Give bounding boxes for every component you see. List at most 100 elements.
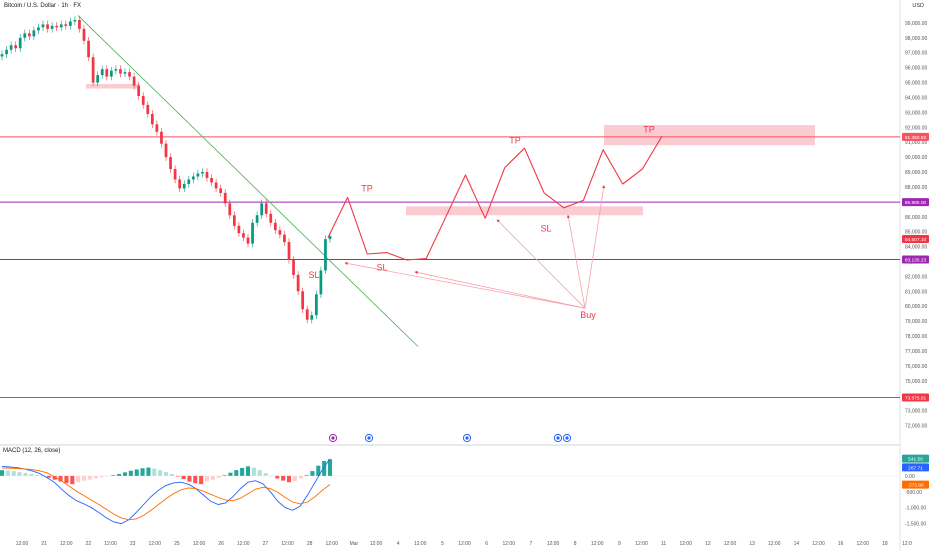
y-tick-label: 75,000.00 — [905, 379, 927, 385]
macd-histogram-bar — [251, 467, 256, 476]
x-tick-label: 4 — [397, 541, 400, 547]
event-marker-dot — [367, 436, 371, 440]
macd-histogram-bar — [257, 470, 262, 476]
x-tick-label: 12:00 — [635, 541, 648, 547]
candle-body — [14, 45, 18, 49]
macd-histogram-bar — [64, 475, 69, 484]
macd-y-tick-label: 0.00 — [905, 474, 915, 480]
x-tick-label: 25 — [174, 541, 180, 547]
macd-badge-2 — [902, 480, 929, 489]
x-tick-label: 9 — [618, 541, 621, 547]
candle-body — [242, 233, 245, 238]
macd-histogram-bar — [216, 475, 221, 478]
candle-body — [305, 309, 309, 320]
candle-body — [146, 104, 150, 114]
macd-histogram-bar — [322, 460, 327, 476]
y-tick-label: 81,000.00 — [905, 289, 927, 295]
candle-body — [237, 225, 241, 234]
candle-body — [37, 27, 40, 31]
x-tick-label: 12:0 — [902, 541, 912, 547]
macd-histogram-bar — [163, 472, 169, 476]
x-tick-label: 28 — [307, 541, 313, 547]
candle-body — [109, 70, 113, 77]
x-tick-label: 12:00 — [281, 541, 294, 547]
x-tick-label: 12:00 — [414, 541, 427, 547]
x-tick-label: 12:00 — [104, 541, 117, 547]
candle-body — [182, 183, 186, 189]
macd-histogram-bar — [158, 470, 163, 476]
macd-histogram-bar — [40, 475, 46, 477]
candle-body — [169, 157, 172, 170]
level-badge-text: 84,507.10 — [905, 237, 927, 243]
x-tick-label: 7 — [529, 541, 532, 547]
candle-body — [273, 222, 277, 231]
buy-arrow — [566, 214, 586, 309]
annotation-stop-loss: SL — [376, 262, 387, 272]
y-tick-label: 93,000.00 — [905, 110, 927, 116]
macd-histogram-bar — [245, 466, 251, 476]
macd-histogram-bar — [105, 475, 110, 477]
annotation-take-profit: TP — [643, 125, 655, 135]
candle-body — [228, 203, 232, 216]
y-tick-label: 89,000.00 — [905, 170, 927, 176]
candle-body — [205, 172, 209, 178]
macd-histogram-bar — [275, 475, 280, 479]
level-badge-text: 91,360.82 — [905, 135, 927, 141]
x-tick-label: Mar — [350, 541, 359, 547]
macd-histogram-bar — [111, 475, 116, 476]
candle-body — [201, 172, 204, 174]
candle-body — [219, 188, 223, 193]
x-tick-label: 12:00 — [458, 541, 471, 547]
x-tick-label: 5 — [441, 541, 444, 547]
macd-y-tick-label: -500.00 — [905, 490, 922, 496]
macd-badge-0 — [902, 454, 929, 463]
y-tick-label: 72,000.00 — [905, 424, 927, 430]
candle-body — [141, 95, 145, 105]
level-badge-3 — [902, 255, 929, 264]
x-tick-label: 12:00 — [547, 541, 560, 547]
macd-histogram-bar — [316, 465, 321, 476]
candle-body — [160, 131, 163, 144]
x-tick-label: 11 — [661, 541, 666, 547]
candle-body — [155, 124, 159, 132]
candle-body — [137, 85, 141, 96]
candle-body — [223, 192, 227, 204]
level-badge-text: 73,875.91 — [905, 396, 927, 402]
level-badge-2 — [902, 235, 929, 244]
candle-body — [27, 33, 31, 37]
x-tick-label: 21 — [41, 541, 47, 547]
x-tick-label: 23 — [130, 541, 136, 547]
event-marker-dot — [565, 436, 569, 440]
macd-histogram-bar — [117, 473, 122, 476]
buy-arrow — [344, 261, 586, 309]
candle-body — [119, 69, 122, 74]
macd-histogram-bar — [0, 470, 5, 476]
macd-histogram-bar — [181, 475, 186, 480]
y-tick-label: 79,000.00 — [905, 319, 927, 325]
x-tick-label: 12:00 — [812, 541, 825, 547]
y-tick-label: 97,000.00 — [905, 51, 927, 57]
candle-body — [132, 76, 136, 86]
candle-body — [314, 294, 318, 316]
candle-body — [269, 213, 273, 223]
macd-histogram-bar — [35, 474, 40, 476]
x-tick-label: 18 — [882, 541, 888, 547]
x-tick-label: 22 — [86, 541, 92, 547]
candle-body — [114, 69, 118, 71]
macd-histogram-bar — [134, 469, 139, 476]
macd-histogram-bar — [286, 475, 292, 483]
macd-histogram-bar — [76, 475, 81, 483]
candle-body — [23, 33, 27, 38]
candle-body — [292, 260, 295, 275]
y-tick-label: 84,000.00 — [905, 245, 927, 251]
macd-histogram-bar — [240, 467, 245, 476]
event-marker-dot — [465, 436, 469, 440]
x-tick-label: 6 — [485, 541, 488, 547]
candle-body — [328, 236, 332, 240]
candle-body — [0, 54, 4, 57]
y-tick-label: 77,000.00 — [905, 349, 927, 355]
macd-line — [1, 458, 331, 525]
macd-histogram-bar — [99, 475, 104, 478]
level-badge-4 — [902, 393, 929, 402]
